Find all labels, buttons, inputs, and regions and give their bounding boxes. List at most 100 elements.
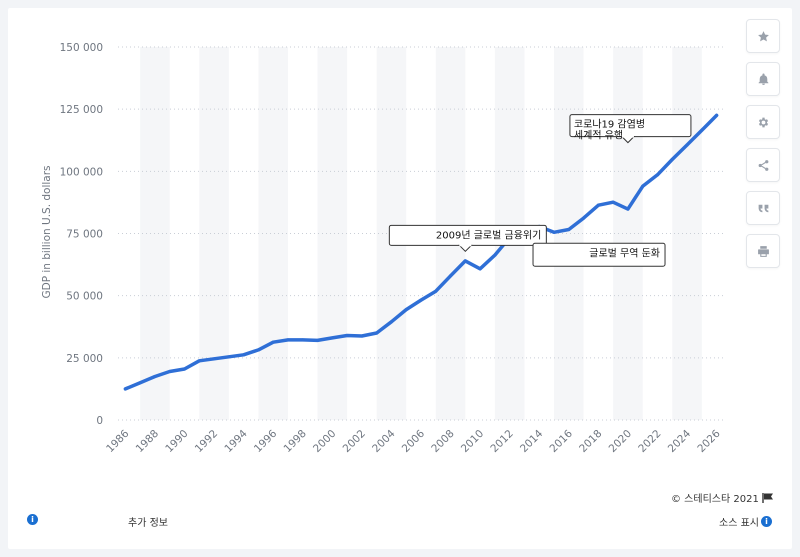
data-point[interactable] [552,230,556,234]
x-tick-label: 1994 [222,427,250,455]
x-tick-label: 2022 [636,428,663,455]
x-tick-label: 1996 [252,427,280,455]
data-point[interactable] [330,336,334,340]
data-point[interactable] [345,333,349,337]
x-tick-label: 1990 [163,428,190,455]
info-icon-left[interactable]: i [27,514,38,525]
x-tick-label: 1988 [134,428,161,455]
data-point[interactable] [123,387,127,391]
annotation-text: 글로벌 무역 둔화 [589,247,660,259]
y-tick-label: 75 000 [66,229,103,241]
flag-icon [762,493,773,503]
settings-button[interactable] [746,105,780,139]
data-point[interactable] [449,274,453,278]
data-point[interactable] [715,113,719,117]
y-gridlines [118,46,724,421]
annotation-box [532,242,666,267]
data-point[interactable] [567,228,571,232]
data-point[interactable] [596,203,600,207]
x-tick-label: 2024 [666,427,694,455]
x-tick-label: 1986 [104,427,132,455]
data-point[interactable] [183,367,187,371]
show-source-link[interactable]: 소스 표시 i [719,514,772,529]
data-point[interactable] [360,334,364,338]
data-point[interactable] [582,216,586,220]
data-point[interactable] [212,357,216,361]
annotation-callout: 글로벌 무역 둔화 [532,242,666,267]
annotation-callout: 코로나19 감염병 세계적 유행 [569,114,692,144]
y-tick-label: 125 000 [60,104,103,116]
quote-icon [758,204,768,212]
data-point[interactable] [626,207,630,211]
data-point[interactable] [434,289,438,293]
x-tick-label: 2010 [459,428,486,455]
year-band [258,47,288,420]
data-point[interactable] [256,348,260,352]
favorite-button[interactable] [746,19,780,53]
chart-toolbar [746,19,780,277]
print-button[interactable] [746,234,780,268]
data-point[interactable] [404,308,408,312]
data-point[interactable] [655,173,659,177]
info-icon: i [761,516,772,527]
show-source-label: 소스 표시 [719,518,759,529]
cite-button[interactable] [746,191,780,225]
y-tick-label: 50 000 [66,291,103,303]
annotation-text: 코로나19 감염병 세계적 유행 [574,119,645,142]
data-point[interactable] [242,353,246,357]
x-tick-label: 2016 [548,427,576,455]
data-point[interactable] [493,253,497,257]
data-point[interactable] [197,359,201,363]
y-tick-label: 100 000 [60,166,103,178]
data-point[interactable] [685,143,689,147]
x-tick-label: 2008 [429,428,456,455]
x-tick-label: 2002 [341,428,368,455]
bell-icon [758,73,768,85]
data-point[interactable] [271,340,275,344]
share-icon [758,159,768,171]
x-tick-label: 1992 [193,428,220,455]
x-tick-label: 2006 [400,427,428,455]
more-info-link[interactable]: 추가 정보 [128,518,168,529]
y-tick-labels: 0 25 000 50 000 75 000 100 000 125 000 150 000 [60,42,103,427]
data-point[interactable] [227,355,231,359]
data-point[interactable] [478,267,482,271]
y-tick-label: 25 000 [66,353,103,365]
data-point[interactable] [670,157,674,161]
y-tick-label: 150 000 [60,42,103,54]
x-tick-labels: 1986 1988 1990 1992 1994 1996 1998 2000 2002 2004… [104,427,723,455]
data-point[interactable] [375,331,379,335]
x-tick-label: 1998 [281,428,308,455]
star-icon [757,30,769,41]
share-button[interactable] [746,148,780,182]
notification-button[interactable] [746,62,780,96]
x-tick-label: 2020 [607,428,634,455]
data-point[interactable] [316,338,320,342]
y-axis-title: GDP in billion U.S. dollars [41,165,53,298]
x-tick-label: 2004 [370,427,398,455]
annotation-callout: 2009년 글로벌 금융위기 [388,224,547,253]
info-icon: i [27,514,38,525]
data-point[interactable] [463,259,467,263]
data-point[interactable] [301,338,305,342]
copyright-text: © 스테티스타 2021 [671,494,759,505]
print-icon [757,245,769,257]
x-tick-label: 2012 [488,428,515,455]
data-point[interactable] [286,338,290,342]
x-tick-label: 2026 [695,427,723,455]
y-tick-label: 0 [96,415,103,427]
data-point[interactable] [611,200,615,204]
data-point[interactable] [153,374,157,378]
x-tick-label: 2018 [577,428,604,455]
data-point[interactable] [419,298,423,302]
data-point[interactable] [389,320,393,324]
gear-icon [758,117,768,127]
data-point[interactable] [168,370,172,374]
data-point[interactable] [700,128,704,132]
data-point[interactable] [641,184,645,188]
x-tick-label: 2014 [518,427,546,455]
annotation-text: 2009년 글로벌 금융위기 [436,228,541,241]
data-point[interactable] [138,381,142,385]
copyright-notice: © 스테티스타 2021 [671,490,774,505]
